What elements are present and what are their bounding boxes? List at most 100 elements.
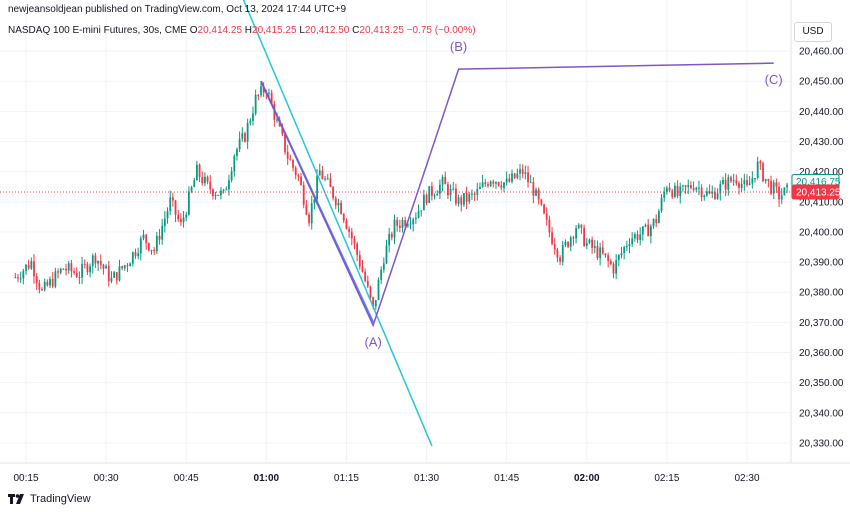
candle-body (369, 286, 372, 298)
price-tick-label: 20,460.00 (799, 47, 844, 58)
candle-body (783, 187, 786, 196)
candle-body (17, 277, 19, 279)
candle-body (123, 265, 126, 269)
candle-body (166, 211, 169, 219)
last-price-tag-box (791, 184, 840, 200)
candle-body (657, 211, 660, 224)
candle-body (674, 185, 676, 197)
candle-body (169, 197, 172, 212)
candle-body (708, 191, 711, 194)
candle-body (759, 161, 762, 164)
candle-body (179, 219, 182, 223)
candle-body (727, 177, 730, 190)
candle-body (417, 210, 420, 218)
candle-body (463, 192, 465, 205)
candle-body (14, 277, 17, 279)
candle-body (190, 187, 193, 192)
candle-body (308, 214, 310, 224)
candle-body (583, 227, 586, 246)
candle-body (78, 277, 81, 279)
candle-body (57, 271, 59, 273)
candle-body (257, 94, 260, 96)
candle-body (185, 214, 188, 218)
candle-body (780, 195, 783, 200)
candle-body (420, 210, 423, 212)
candle-body (324, 178, 326, 180)
candle-body (33, 261, 35, 277)
candle-body (633, 234, 636, 239)
currency-button[interactable]: USD (794, 22, 832, 42)
candle-body (564, 242, 567, 245)
candle-body (398, 225, 401, 228)
price-tick-label: 20,430.00 (799, 137, 844, 148)
chart-grid (0, 0, 790, 462)
elliott-wave-label[interactable]: (B) (450, 39, 467, 54)
price-tick-label: 20,330.00 (799, 438, 844, 449)
candle-body (489, 181, 492, 186)
candle-body (350, 231, 353, 239)
candle-body (732, 180, 735, 182)
candle-body (612, 264, 615, 274)
candle-body (471, 193, 473, 195)
price-axis[interactable]: 20,330.00 20,340.00 20,350.00 20,360.00 20,3… (790, 0, 844, 463)
high-value: 20,415.25 (252, 25, 297, 36)
candlestick-series (14, 81, 788, 310)
candle-body (647, 224, 650, 237)
chart-drawings[interactable]: (A) (B) (C) (240, 0, 783, 447)
candle-body (353, 238, 356, 244)
time-axis[interactable]: 00:15 00:30 00:45 01:00 01:15 01:30 01:45 02:00… (0, 462, 850, 484)
candle-body (292, 160, 294, 168)
price-tick-label: 20,420.00 (799, 167, 844, 178)
candle-body (236, 149, 238, 156)
candle-body (67, 263, 70, 271)
candle-body (556, 249, 559, 258)
candle-body (628, 243, 631, 247)
candle-body (652, 219, 655, 227)
candle-body (687, 185, 690, 188)
time-tick-label: 00:15 (13, 473, 38, 484)
candle-body (73, 271, 75, 273)
candle-body (676, 185, 679, 197)
candle-body (25, 264, 27, 271)
price-tick-label: 20,450.00 (799, 77, 844, 88)
candle-body (465, 192, 468, 202)
candle-body (134, 252, 137, 256)
candle-body (30, 261, 33, 269)
candle-body (503, 182, 505, 188)
candle-body (655, 219, 658, 224)
candle-body (214, 194, 217, 196)
candle-body (540, 199, 543, 205)
candle-body (511, 173, 513, 182)
candle-body (380, 269, 383, 280)
candle-body (519, 169, 521, 174)
candle-body (145, 234, 148, 244)
elliott-wave-label[interactable]: (A) (364, 334, 381, 349)
last-price-tag: 20,413.25 (791, 184, 841, 200)
candle-body (636, 234, 639, 240)
candle-body (316, 175, 318, 200)
candle-body (46, 281, 49, 286)
candle-body (695, 187, 698, 190)
candle-body (500, 185, 503, 188)
candle-body (671, 190, 674, 197)
candle-body (54, 271, 57, 287)
time-tick-label: 02:15 (654, 473, 679, 484)
candle-body (377, 279, 380, 300)
candle-body (479, 186, 481, 189)
candle-body (492, 181, 495, 184)
footer-brand[interactable]: TradingView (8, 493, 91, 505)
elliott-wave-label[interactable]: (C) (765, 72, 783, 87)
candle-body (593, 246, 596, 248)
candle-body (91, 255, 94, 267)
candle-body (230, 171, 233, 181)
candle-body (724, 179, 727, 190)
candle-body (241, 133, 244, 139)
candle-body (770, 180, 772, 194)
elliott-wave-path[interactable] (260, 62, 774, 328)
candle-body (588, 239, 591, 243)
trend-line[interactable] (240, 0, 433, 447)
candle-body (364, 271, 367, 281)
open-value: 20,414.25 (197, 25, 243, 36)
candle-body (609, 260, 612, 265)
